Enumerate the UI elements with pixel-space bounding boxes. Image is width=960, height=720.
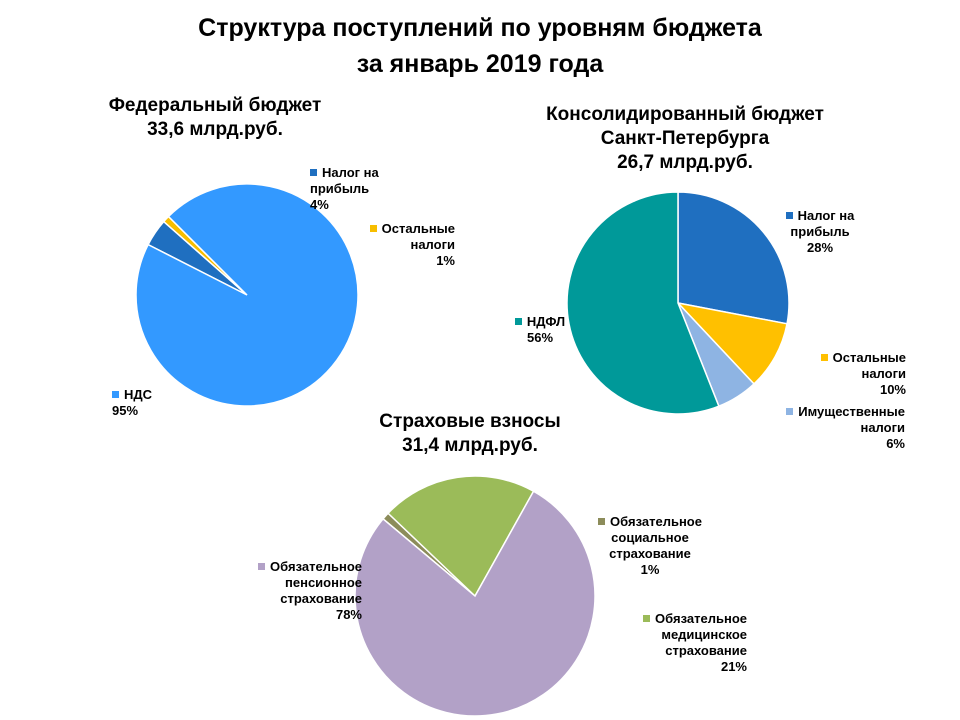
spb-slice-label-text: Имущественные [798,404,905,419]
legend-swatch-icon [514,318,522,325]
spb-slice-label-0: Налог на прибыль 28% [770,208,870,256]
federal-slice-label-text: налоги [410,237,455,252]
insurance-chart-title: Страховые взносы 31,4 млрд.руб. [320,410,620,458]
insurance-slice-label-text: Обязательное [655,611,747,626]
federal-slice-label-text: прибыль [310,181,370,196]
insurance-slice-value: 1% [640,562,660,577]
federal-slice-label-text: НДС [124,387,153,402]
insurance-chart-title-line-1: Страховые взносы [379,411,561,432]
legend-swatch-icon [643,615,651,622]
insurance-slice-label-text: пенсионное [285,575,362,590]
page-title-line-2: за январь 2019 года [356,50,604,78]
federal-slice-label-2: НДС 95% [112,387,192,419]
federal-slice-value: 95% [112,403,139,418]
spb-slice-label-text: прибыль [790,224,850,239]
insurance-slice-label-text: страхование [280,591,362,606]
insurance-slice-label-text: страхование [609,546,691,561]
spb-pie [566,191,790,415]
legend-swatch-icon [598,518,606,525]
federal-slice-label-text: Налог на [322,165,379,180]
page-title-line-1: Структура поступлений по уровням бюджета [198,14,762,42]
insurance-slice-label-text: Обязательное [270,559,362,574]
legend-swatch-icon [820,354,828,361]
spb-slice-label-text: Налог на [797,208,855,223]
insurance-slice-label-text: Обязательное [610,514,702,529]
insurance-slice-2 [354,490,596,717]
spb-slice-value: 28% [806,240,834,255]
spb-slice-label-2: Имущественные налоги 6% [745,404,905,452]
insurance-slice-1 [387,475,535,598]
insurance-slice-label-text: медицинское [661,627,747,642]
insurance-chart-title-line-2: 31,4 млрд.руб. [402,435,538,456]
spb-slice-3 [566,191,720,415]
spb-slice-value: 6% [886,436,905,451]
legend-swatch-icon [369,225,377,232]
legend-swatch-icon [785,212,793,219]
spb-chart-title-line-2: Санкт-Петербурга [600,128,770,149]
federal-slice-value: 1% [436,253,455,268]
spb-chart-title-line-1: Консолидированный бюджет [546,104,824,125]
federal-slice-label-1: Остальные налоги 1% [345,221,455,269]
spb-slice-value: 10% [879,382,906,397]
spb-slice-0 [677,191,790,325]
spb-slice-label-1: Остальные налоги 10% [786,350,906,398]
spb-chart-title-line-3: 26,7 млрд.руб. [617,152,753,173]
spb-slice-label-text: налоги [861,366,906,381]
insurance-slice-label-0: Обязательное социальное страхование 1% [580,514,720,578]
insurance-slice-label-2: Обязательное пенсионное страхование 78% [222,559,362,623]
spb-slice-label-text: НДФЛ [526,314,566,329]
insurance-slice-label-text: страхование [665,643,747,658]
federal-slice-2 [135,183,359,407]
spb-slice-label-text: Остальные [832,350,906,365]
federal-chart-title-line-1: Федеральный бюджет [108,95,322,116]
legend-swatch-icon [310,169,317,176]
insurance-slice-label-text: социальное [611,530,689,545]
spb-chart-title: Консолидированный бюджет Санкт-Петербург… [485,103,885,175]
federal-chart-title: Федеральный бюджет 33,6 млрд.руб. [65,94,365,142]
federal-slice-label-text: Остальные [381,221,455,236]
spb-slice-label-text: налоги [860,420,905,435]
spb-slice-label-3: НДФЛ 56% [500,314,580,346]
insurance-pie [354,475,596,717]
legend-swatch-icon [258,563,266,570]
legend-swatch-icon [112,391,119,398]
insurance-slice-value: 78% [335,607,362,622]
page-title: Структура поступлений по уровням бюджета… [0,10,960,82]
legend-swatch-icon [786,408,794,415]
insurance-slice-label-1: Обязательное медицинское страхование 21% [607,611,747,675]
federal-pie [135,183,359,407]
insurance-slice-value: 21% [720,659,747,674]
federal-slice-value: 4% [310,197,329,212]
federal-slice-label-0: Налог на прибыль 4% [310,165,420,213]
federal-chart-title-line-2: 33,6 млрд.руб. [147,119,283,140]
spb-slice-value: 56% [526,330,554,345]
